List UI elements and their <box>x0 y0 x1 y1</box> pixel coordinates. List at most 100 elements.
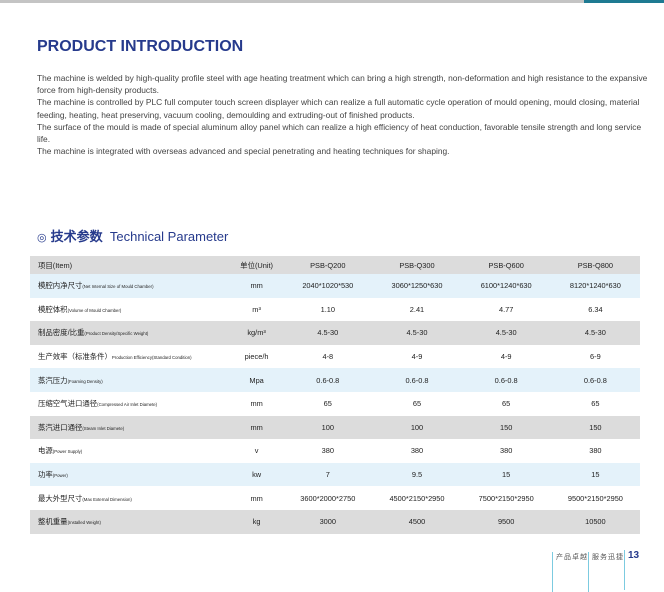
section-heading-cn: 技术参数 <box>50 229 103 244</box>
item-cell: 蒸汽进口通径(Steam Inlet Diamete) <box>30 415 230 440</box>
value-cell: 15 <box>550 462 640 487</box>
table-row: 生产效率（标准条件）Production Efficiency(Standard… <box>30 345 640 369</box>
item-cn: 最大外型尺寸 <box>38 493 83 503</box>
intro-paragraph: The machine is welded by high-quality pr… <box>37 73 648 96</box>
table-header-row: 项目(Item) 单位(Unit) PSB-Q200 PSB-Q300 PSB-Q600… <box>30 256 640 274</box>
value-cell: 6.34 <box>588 304 603 314</box>
unit-cell: kg <box>230 509 284 534</box>
intro-text: The machine is welded by high-quality pr… <box>37 72 649 157</box>
item-cn: 生产效率（标准条件） <box>38 352 112 362</box>
unit-cell: Mpa <box>230 368 284 392</box>
value-cell: 380 <box>321 446 334 456</box>
value-cell: 4-8 <box>322 352 334 362</box>
value-cell: 3000 <box>283 509 373 534</box>
item-cell: 制品密度/比重(Product Density/Specific Weight) <box>30 321 230 345</box>
value-cell: 3600*2000*2750 <box>300 493 356 503</box>
footer-slogan-1: 产品卓越 <box>552 552 588 592</box>
table-row: 模腔体积(Volume of Mould Chamber) m³ 1.10 2.41 4… <box>30 298 640 322</box>
value-cell: 150 <box>461 415 551 440</box>
value-cell: 65 <box>591 399 600 409</box>
table-row: 压缩空气进口通径(Compressed Air Inlet Diamete) mm… <box>30 392 640 416</box>
value-cell: 380 <box>410 446 424 456</box>
column-header: PSB-Q200 <box>283 256 373 274</box>
value-cell: 6100*1240*630 <box>461 274 551 298</box>
value-cell: 4.5-30 <box>461 321 551 345</box>
unit-cell: piece/h <box>244 352 269 362</box>
item-cn: 蒸汽压力 <box>38 375 68 385</box>
column-header: 单位(Unit) <box>230 256 284 274</box>
value-cell: 4.5-30 <box>283 321 373 345</box>
item-en: (Net Internal Size of Mould Chamber) <box>82 284 154 290</box>
item-cn: 制品密度/比重 <box>38 328 85 338</box>
item-cell: 最大外型尺寸(Max External Dimension) <box>30 486 230 510</box>
column-header: PSB-Q300 <box>372 256 462 274</box>
unit-cell: mm <box>250 493 263 503</box>
value-cell: 9500*2150*2950 <box>567 493 623 503</box>
item-cn: 模腔体积 <box>38 304 68 314</box>
page-number: 13 <box>624 550 639 590</box>
section-heading: ◎ 技术参数 Technical Parameter <box>37 226 228 245</box>
value-cell: 380 <box>589 446 602 456</box>
item-en: (Power Supply) <box>52 449 83 455</box>
item-cn: 模腔内净尺寸 <box>38 281 83 291</box>
page-footer: 产品卓越 服务迅捷 13 <box>552 550 639 592</box>
table-row: 最大外型尺寸(Max External Dimension) mm 3600*200… <box>30 486 640 510</box>
column-header: PSB-Q600 <box>461 256 551 274</box>
table-row: 制品密度/比重(Product Density/Specific Weight)… <box>30 321 640 345</box>
column-header: PSB-Q800 <box>550 256 640 274</box>
item-cell: 蒸汽压力(Foaming Density) <box>30 368 230 392</box>
value-cell: 6-9 <box>590 352 601 362</box>
value-cell: 65 <box>323 399 332 409</box>
footer-slogan-2: 服务迅捷 <box>588 552 624 592</box>
unit-cell: mm <box>230 274 284 298</box>
value-cell: 7500*2150*2950 <box>478 493 534 503</box>
unit-cell: kg/m³ <box>230 321 284 345</box>
item-cn: 整机重量 <box>38 517 68 527</box>
value-cell: 4500 <box>372 509 462 534</box>
unit-cell: mm <box>230 415 284 440</box>
intro-paragraph: The surface of the mould is made of spec… <box>37 121 642 145</box>
page-title: PRODUCT INTRODUCTION <box>37 38 244 55</box>
value-cell: 65 <box>502 399 511 409</box>
value-cell: 4500*2150*2950 <box>389 493 445 503</box>
top-rule <box>0 0 584 3</box>
item-cell: 模腔体积(Volume of Mould Chamber) <box>30 298 230 322</box>
item-en: (Power) <box>52 473 68 479</box>
table-row: 蒸汽压力(Foaming Density) Mpa 0.6-0.8 0.6-0.8 0.… <box>30 368 640 392</box>
item-cell: 整机重量(Installed Weight) <box>30 509 230 534</box>
item-en: (Max External Dimension) <box>82 496 132 502</box>
value-cell: 2040*1020*530 <box>283 274 373 298</box>
value-cell: 4.5-30 <box>372 321 462 345</box>
item-en: (Volume of Mould Chamber) <box>67 307 122 313</box>
value-cell: 0.6-0.8 <box>283 368 373 392</box>
value-cell: 4-9 <box>411 352 423 362</box>
item-cell: 压缩空气进口通径(Compressed Air Inlet Diamete) <box>30 392 230 416</box>
circle-bullet-icon: ◎ <box>37 232 47 244</box>
item-cn: 蒸汽进口通径 <box>38 422 83 432</box>
value-cell: 2.41 <box>409 304 425 314</box>
table-row: 电源(Power Supply) v 380 380 380 380 <box>30 439 640 463</box>
item-en: Production Efficiency(Standard Condition… <box>111 355 192 361</box>
value-cell: 10500 <box>550 509 640 534</box>
item-cell: 功率(Power) <box>30 462 230 487</box>
item-cn: 压缩空气进口通径 <box>38 399 98 409</box>
value-cell: 15 <box>461 462 551 487</box>
table-row: 功率(Power) kw 7 9.5 15 15 <box>30 462 640 487</box>
value-cell: 9.5 <box>372 462 462 487</box>
value-cell: 4-9 <box>500 352 512 362</box>
item-cell: 生产效率（标准条件）Production Efficiency(Standard… <box>30 345 230 369</box>
unit-cell: v <box>254 446 259 456</box>
column-header: 项目(Item) <box>30 256 230 274</box>
top-accent-bar <box>584 0 664 3</box>
value-cell: 8120*1240*630 <box>550 274 640 298</box>
section-heading-en: Technical Parameter <box>109 229 229 244</box>
value-cell: 100 <box>283 415 373 440</box>
intro-paragraph: The machine is integrated with overseas … <box>37 146 450 157</box>
intro-paragraph: The machine is controlled by PLC full co… <box>37 97 640 120</box>
value-cell: 7 <box>283 462 373 487</box>
value-cell: 4.5-30 <box>550 321 640 345</box>
tech-param-table: 项目(Item) 单位(Unit) PSB-Q200 PSB-Q300 PSB-Q600… <box>30 256 640 534</box>
value-cell: 0.6-0.8 <box>461 368 551 392</box>
value-cell: 4.77 <box>498 304 514 314</box>
table-row: 整机重量(Installed Weight) kg 3000 4500 9500 1050… <box>30 509 640 534</box>
